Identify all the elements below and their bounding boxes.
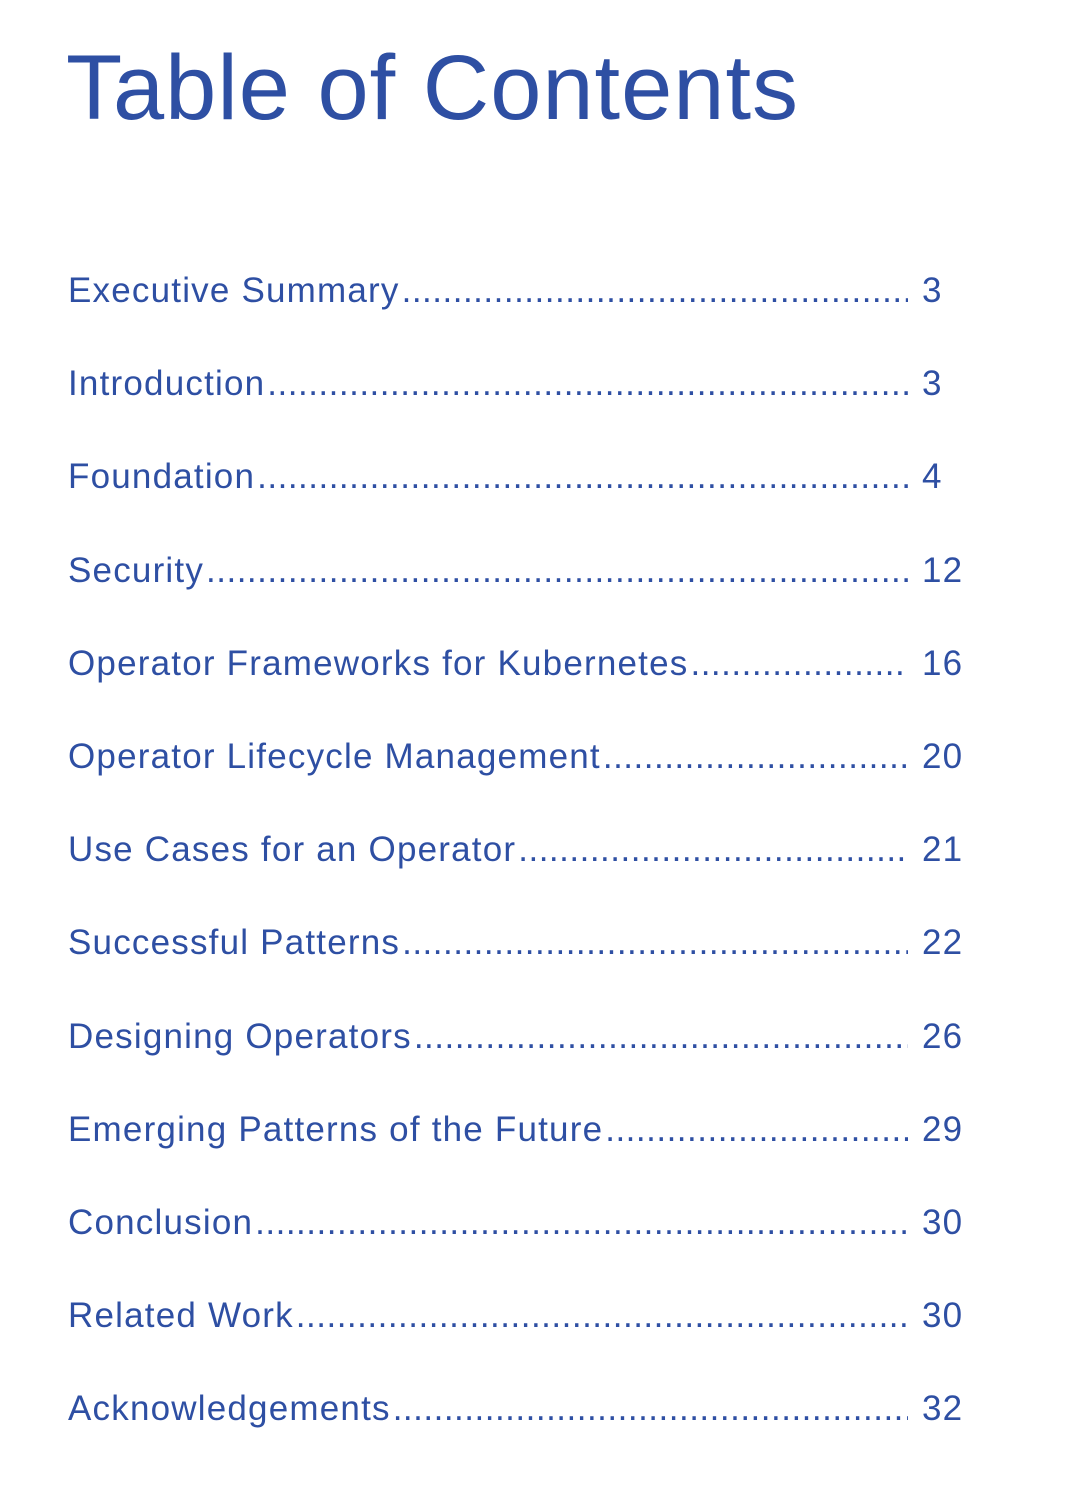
toc-entry-label: Introduction	[68, 364, 266, 404]
table-of-contents: Executive Summary 3 Introduction 3 Found…	[68, 244, 980, 1455]
toc-entry-page-number: 16	[922, 643, 964, 683]
toc-entry-page-number: 4	[922, 457, 943, 497]
toc-entry-page-number: 29	[922, 1109, 964, 1149]
toc-entry-page-number: 22	[922, 923, 964, 963]
toc-entry-label: Successful Patterns	[68, 923, 401, 963]
dot-leader	[393, 1362, 908, 1455]
toc-entry-label: Related Work	[68, 1296, 294, 1336]
toc-entry-page-number: 21	[922, 830, 964, 870]
dot-leader	[690, 617, 908, 710]
toc-entry-label: Operator Lifecycle Management	[68, 736, 601, 776]
toc-entry-conclusion[interactable]: Conclusion 30	[68, 1176, 980, 1269]
dot-leader	[255, 1176, 908, 1269]
toc-entry-label: Security	[68, 550, 205, 590]
toc-entry-page-number: 26	[922, 1016, 964, 1056]
toc-entry-operator-frameworks[interactable]: Operator Frameworks for Kubernetes 16	[68, 617, 980, 710]
dot-leader	[414, 990, 908, 1083]
toc-entry-emerging-patterns[interactable]: Emerging Patterns of the Future 29	[68, 1083, 980, 1176]
toc-entry-introduction[interactable]: Introduction 3	[68, 337, 980, 430]
toc-entry-page-number: 30	[922, 1202, 964, 1242]
dot-leader	[402, 244, 908, 337]
toc-entry-page-number: 32	[922, 1389, 964, 1429]
dot-leader	[402, 896, 908, 989]
toc-entry-label: Designing Operators	[68, 1016, 412, 1056]
toc-entry-use-cases[interactable]: Use Cases for an Operator 21	[68, 803, 980, 896]
toc-entry-operator-lifecycle[interactable]: Operator Lifecycle Management 20	[68, 710, 980, 803]
dot-leader	[518, 803, 908, 896]
dot-leader	[605, 1083, 908, 1176]
toc-entry-page-number: 3	[922, 271, 943, 310]
toc-entry-page-number: 20	[922, 736, 964, 776]
dot-leader	[257, 430, 908, 523]
toc-entry-page-number: 12	[922, 550, 964, 590]
dot-leader	[296, 1269, 908, 1362]
toc-entry-security[interactable]: Security 12	[68, 524, 980, 617]
toc-entry-label: Acknowledgements	[68, 1389, 391, 1429]
toc-entry-acknowledgements[interactable]: Acknowledgements 32	[68, 1362, 980, 1455]
toc-entry-label: Executive Summary	[68, 271, 400, 310]
dot-leader	[267, 337, 908, 430]
toc-entry-label: Conclusion	[68, 1202, 254, 1242]
toc-entry-related-work[interactable]: Related Work 30	[68, 1269, 980, 1362]
page-title: Table of Contents	[66, 37, 800, 139]
toc-entry-label: Use Cases for an Operator	[68, 830, 517, 870]
toc-entry-designing-operators[interactable]: Designing Operators 26	[68, 990, 980, 1083]
dot-leader	[206, 524, 908, 617]
toc-entry-label: Operator Frameworks for Kubernetes	[68, 643, 689, 683]
toc-entry-executive-summary[interactable]: Executive Summary 3	[68, 244, 980, 337]
dot-leader	[603, 710, 908, 803]
toc-entry-page-number: 30	[922, 1296, 964, 1336]
toc-entry-label: Foundation	[68, 457, 256, 497]
toc-entry-successful-patterns[interactable]: Successful Patterns 22	[68, 896, 980, 989]
toc-entry-label: Emerging Patterns of the Future	[68, 1109, 604, 1149]
toc-entry-foundation[interactable]: Foundation 4	[68, 430, 980, 523]
toc-entry-page-number: 3	[922, 364, 943, 404]
